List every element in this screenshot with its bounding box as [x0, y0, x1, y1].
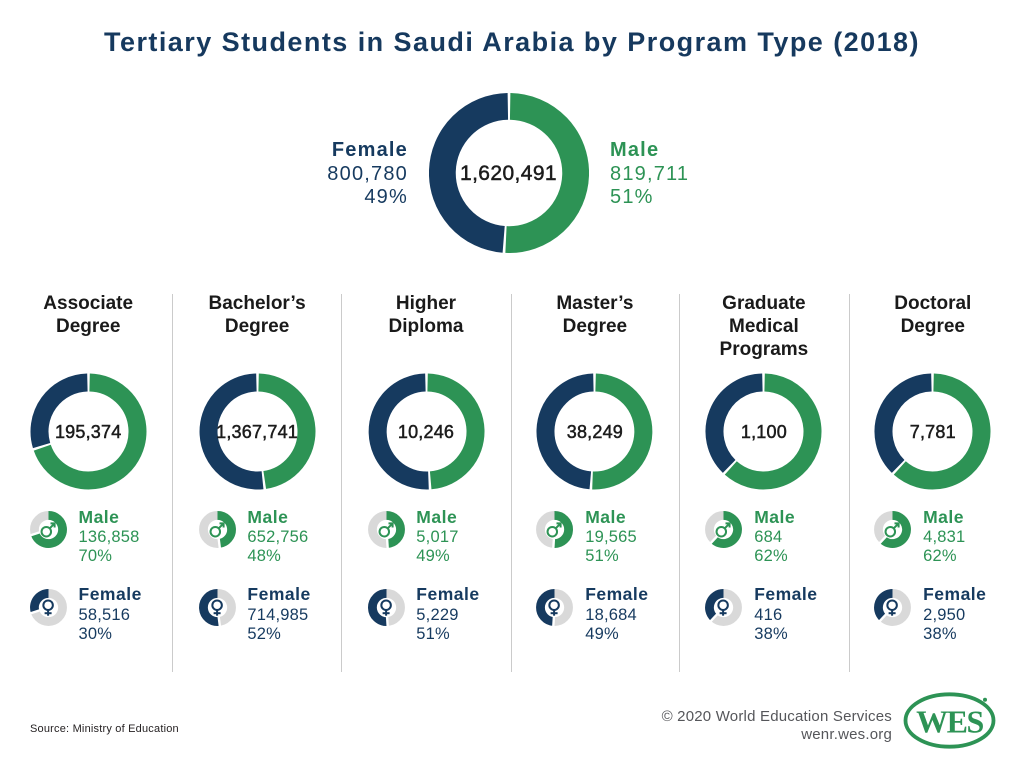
- svg-text:WES: WES: [916, 704, 983, 740]
